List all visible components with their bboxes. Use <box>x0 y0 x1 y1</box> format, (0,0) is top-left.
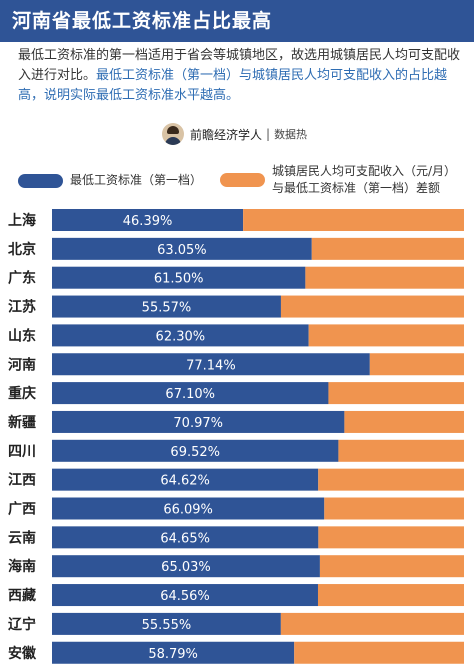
source-sub: 数据热 <box>274 128 308 141</box>
data-label: 64.62% <box>160 474 210 489</box>
source-line: 前瞻经济学人 | 数据热 <box>162 122 307 146</box>
description-text: 最低工资标准的第一档适用于省会等城镇地区，故选用城镇居民人均可支配收入进行对比。 <box>18 48 461 83</box>
bar-segment-income-gap <box>294 641 464 664</box>
data-label: 55.57% <box>142 301 192 316</box>
category-label: 辽宁 <box>8 616 36 633</box>
bar-segment-min-wage <box>52 439 339 462</box>
bar-segment-income-gap <box>318 468 464 491</box>
bar-segment-income-gap <box>280 295 464 318</box>
data-label: 61.50% <box>154 272 204 287</box>
bar-segment-income-gap <box>328 382 464 405</box>
description-highlight: 最低工资标准（第一档）与城镇居民人均可支配收入的占比越高，说明实际最低工资标准水… <box>18 68 448 103</box>
bar-segment-income-gap <box>305 266 464 289</box>
legend-swatch-series2 <box>220 173 265 187</box>
category-label: 西藏 <box>8 587 36 604</box>
category-label: 海南 <box>8 558 36 575</box>
source-author: 前瞻经济学人 <box>190 127 263 142</box>
bar-segment-min-wage <box>52 237 312 260</box>
bar-segment-min-wage <box>52 612 281 635</box>
data-label: 64.56% <box>160 589 210 604</box>
category-label: 重庆 <box>8 385 36 402</box>
source-separator: | <box>266 127 271 141</box>
data-label: 67.10% <box>165 387 215 402</box>
data-label: 77.14% <box>186 358 236 373</box>
author-avatar-icon <box>162 123 184 145</box>
bar-segment-income-gap <box>317 584 464 607</box>
description: 最低工资标准的第一档适用于省会等城镇地区，故选用城镇居民人均可支配收入进行对比。… <box>18 46 464 106</box>
bar-segment-min-wage <box>52 497 325 520</box>
page-title: 河南省最低工资标准占比最高 <box>0 0 474 42</box>
legend-swatch-series1 <box>18 173 63 188</box>
bar-segment-min-wage <box>52 555 320 578</box>
bar-segment-income-gap <box>324 497 464 520</box>
data-label: 70.97% <box>173 416 223 431</box>
bar-segment-income-gap <box>369 353 464 376</box>
bar-segment-income-gap <box>280 612 464 635</box>
category-label: 上海 <box>8 212 36 229</box>
bar-segment-min-wage <box>52 295 281 318</box>
category-label: 新疆 <box>8 414 36 431</box>
data-label: 63.05% <box>157 243 207 258</box>
data-label: 66.09% <box>163 503 213 518</box>
category-label: 河南 <box>8 356 36 373</box>
bar-segment-min-wage <box>52 526 319 549</box>
bar-segment-min-wage <box>52 382 329 405</box>
legend-label-series1: 最低工资标准（第一档） <box>70 173 203 187</box>
category-label: 江苏 <box>8 299 36 316</box>
data-label: 64.65% <box>160 531 210 546</box>
category-label: 安徽 <box>8 645 37 662</box>
category-label: 山东 <box>8 327 36 344</box>
bar-segment-min-wage <box>52 641 295 664</box>
category-label: 广东 <box>8 270 36 287</box>
data-label: 69.52% <box>170 445 220 460</box>
data-label: 55.55% <box>142 618 192 633</box>
bar-segment-min-wage <box>52 353 370 376</box>
bar-segment-income-gap <box>319 555 464 578</box>
bar-segment-min-wage <box>52 324 309 347</box>
category-label: 北京 <box>8 241 36 258</box>
category-label: 江西 <box>8 472 36 489</box>
bar-segment-income-gap <box>318 526 464 549</box>
bar-segment-min-wage <box>52 266 306 289</box>
legend-item-series1: 最低工资标准（第一档） <box>18 172 202 189</box>
legend-label-series2-line2: 与最低工资标准（第一档）差额 <box>272 181 441 195</box>
bar-segment-income-gap <box>311 237 464 260</box>
bar-segment-min-wage <box>52 410 345 433</box>
data-label: 62.30% <box>156 329 206 344</box>
data-label: 58.79% <box>148 647 198 662</box>
bar-segment-income-gap <box>338 439 464 462</box>
category-label: 云南 <box>8 529 36 546</box>
data-label: 46.39% <box>123 214 173 229</box>
bar-segment-income-gap <box>243 209 464 231</box>
data-label: 65.03% <box>161 560 211 575</box>
bar-segment-income-gap <box>308 324 464 347</box>
bar-segment-income-gap <box>344 410 464 433</box>
bar-segment-min-wage <box>52 468 319 491</box>
bar-segment-min-wage <box>52 584 318 607</box>
bar-segment-min-wage <box>52 209 244 231</box>
legend-label-series2: 城镇居民人均可支配收入（元/月） 与最低工资标准（第一档）差额 <box>272 163 456 197</box>
legend-item-series2: 城镇居民人均可支配收入（元/月） 与最低工资标准（第一档）差额 <box>220 163 456 197</box>
legend-label-series2-line1: 城镇居民人均可支配收入（元/月） <box>272 164 457 178</box>
category-label: 四川 <box>8 444 36 460</box>
category-label: 广西 <box>8 501 36 518</box>
